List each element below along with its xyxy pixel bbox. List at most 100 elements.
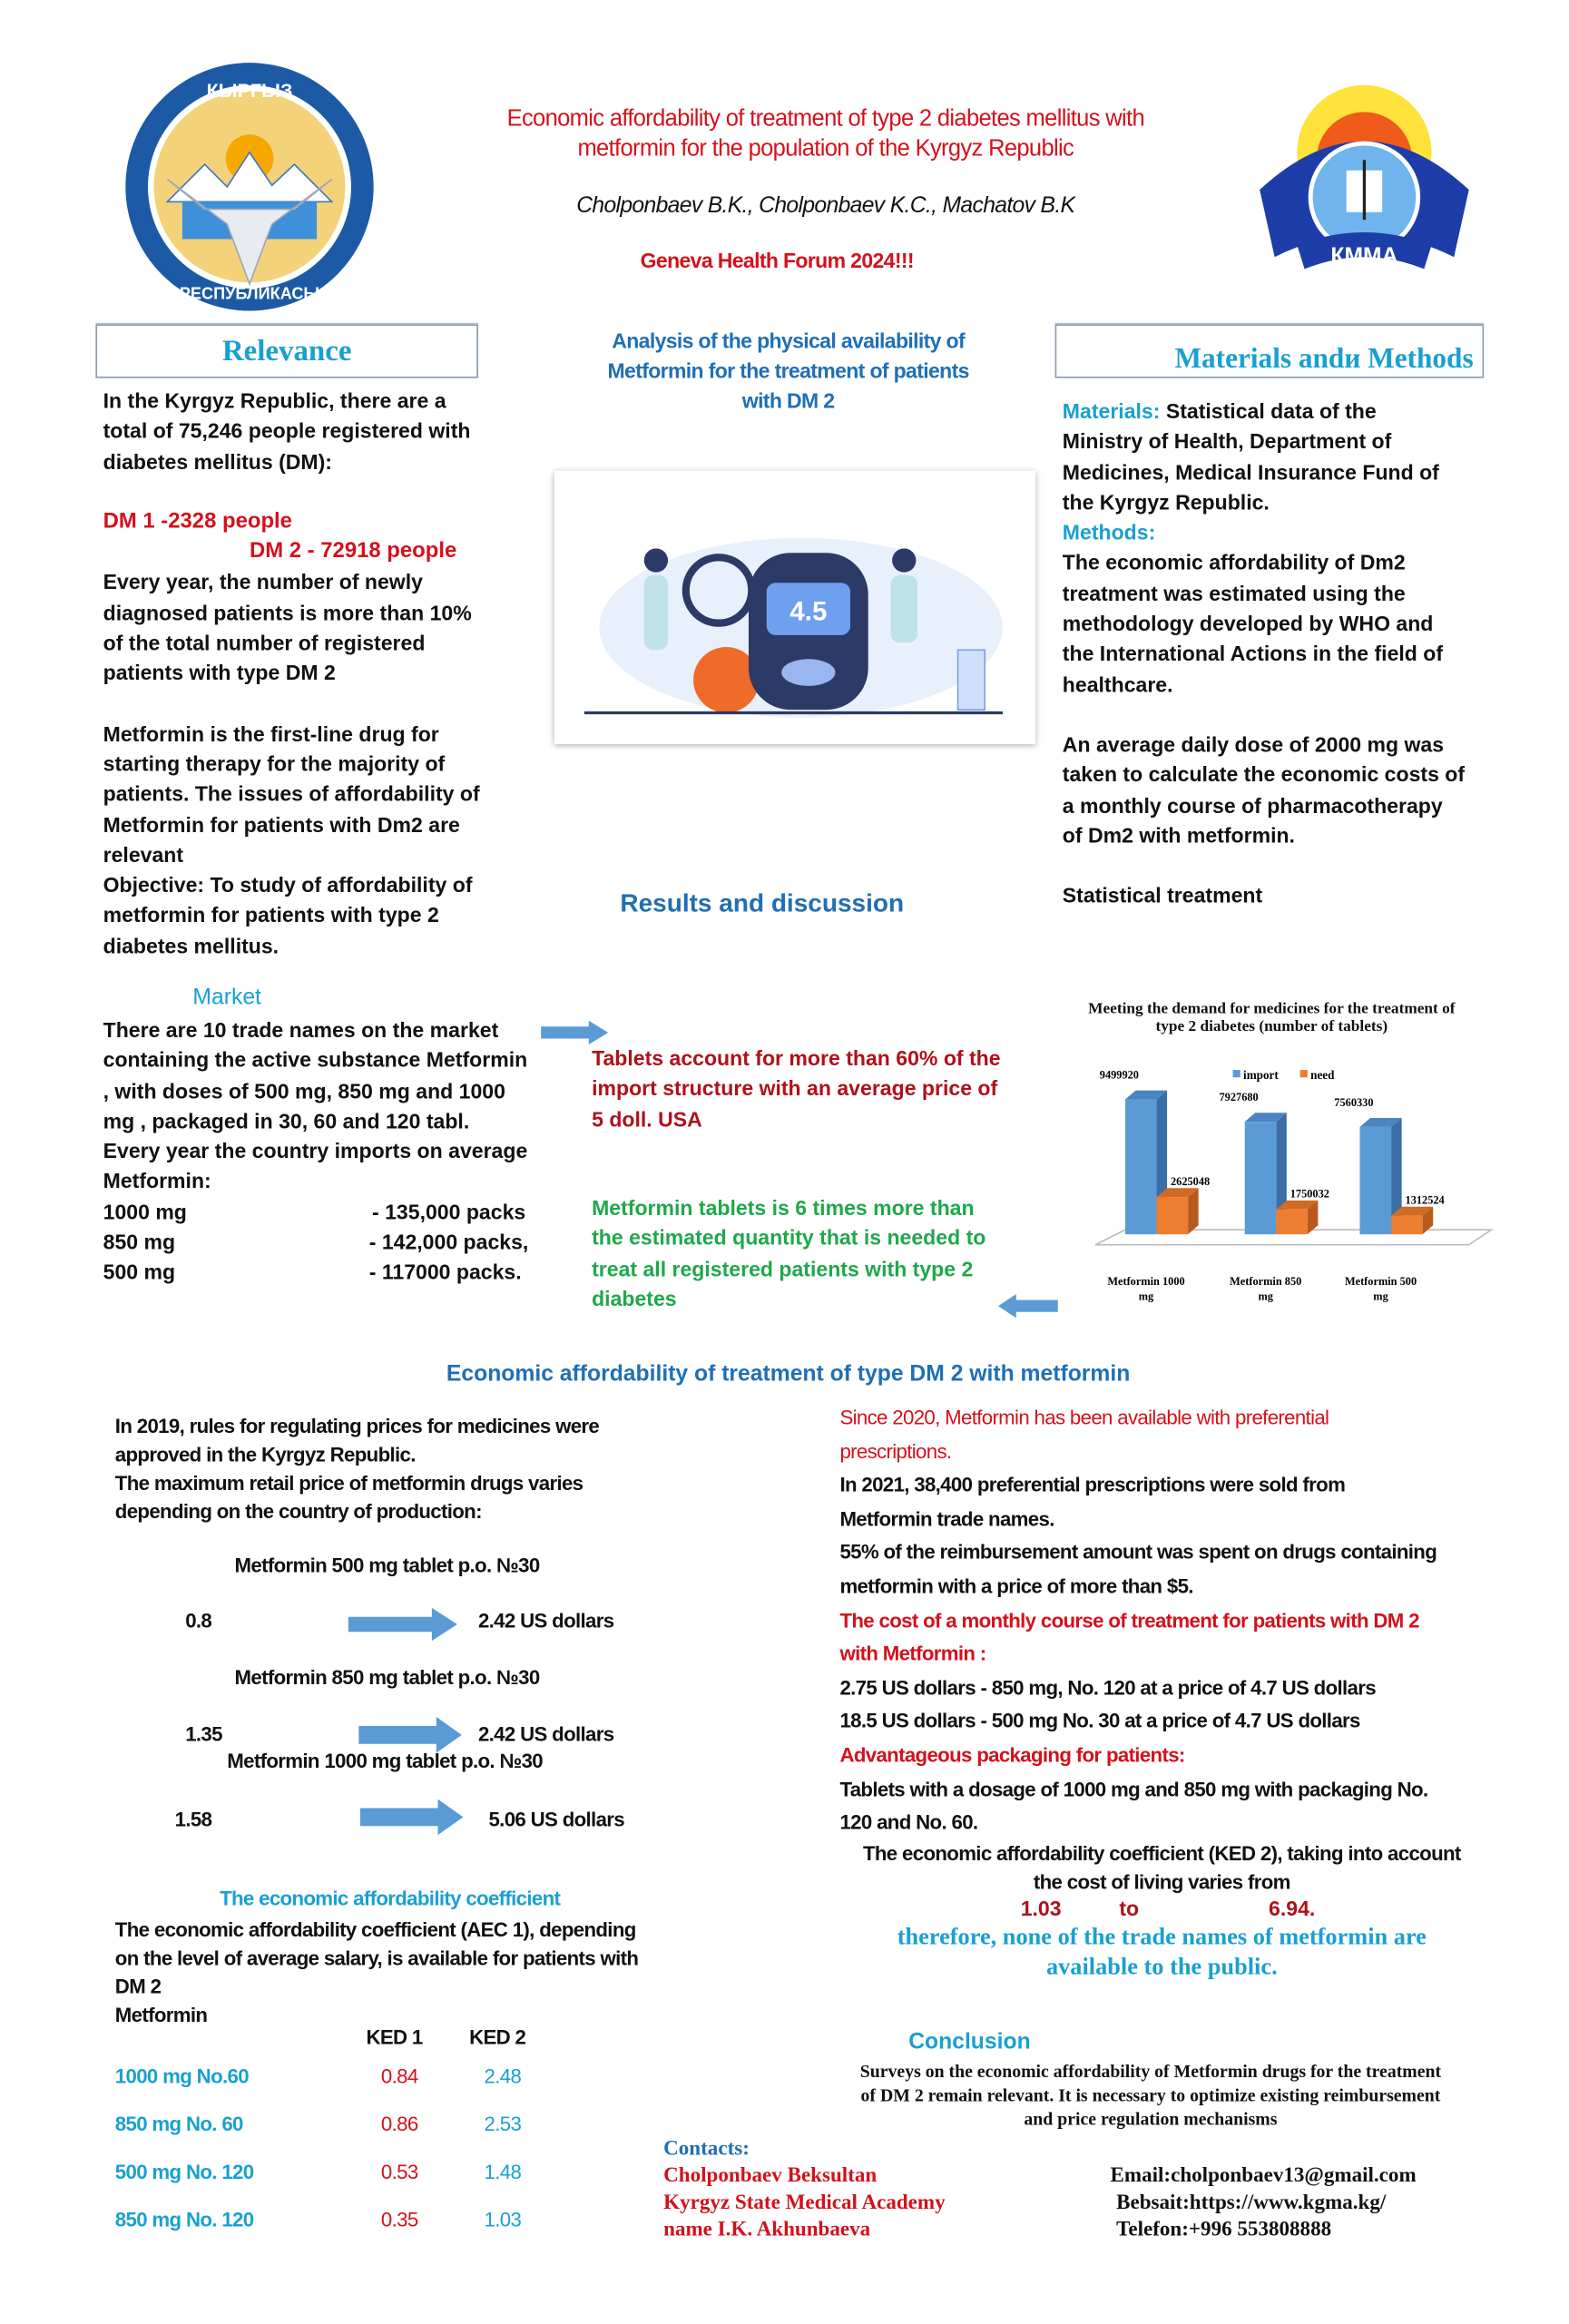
text-line: methodology developed by WHO and	[1062, 611, 1434, 635]
data-label: 1750032	[1290, 1188, 1329, 1201]
table-row: 850 mg No. 60 0.86 2.53	[115, 2113, 564, 2161]
text-line: therefore, none of the trade names of me…	[897, 1924, 1427, 1950]
price-item-name: Metformin 500 mg tablet p.o. №30	[234, 1554, 541, 1577]
import-row: 1000 mg - 135,000 packs	[103, 1197, 529, 1227]
text-line: Every year the country imports on averag…	[103, 1139, 528, 1163]
bar-need	[1156, 1197, 1189, 1235]
data-label: 7927680	[1220, 1091, 1259, 1103]
text-line: Surveys on the economic affordability of…	[859, 2060, 1442, 2082]
ked2-value: 1.03	[484, 2208, 522, 2231]
legend-label: need	[1310, 1068, 1335, 1082]
text-line: 5 doll. USA	[592, 1106, 702, 1131]
ked2-range-to-word: to	[1119, 1896, 1140, 1921]
row-name: 850 mg No. 120	[114, 2208, 254, 2231]
text-line: of the total number of registered	[103, 631, 426, 655]
category-label: Metformin 500	[1345, 1275, 1417, 1288]
bar-top	[1156, 1188, 1199, 1198]
column-header: KED 1	[366, 2025, 423, 2049]
glucometer-reading: 4.5	[789, 596, 827, 626]
text-line: Metformin:	[103, 1169, 211, 1193]
market-text: There are 10 trade names on the market c…	[103, 1015, 529, 1288]
relevance-text: In the Kyrgyz Republic, there are a tota…	[103, 386, 480, 961]
bar-side	[1307, 1200, 1319, 1235]
text-line: In 2021, 38,400 preferential prescriptio…	[839, 1473, 1346, 1496]
text-line: diabetes mellitus.	[103, 933, 279, 958]
text-line: DM 2	[114, 1975, 162, 1998]
price-to: 2.42 US dollars	[477, 1609, 614, 1633]
row-name: 1000 mg No.60	[114, 2064, 250, 2088]
text-line: The economic affordability of Dm2	[1062, 550, 1406, 575]
dm2-count: DM 2 - 72918 people	[249, 539, 457, 564]
bar-import	[1124, 1099, 1157, 1235]
text-line: In the Kyrgyz Republic, there are a	[103, 388, 446, 413]
text-line: diabetes mellitus (DM):	[103, 448, 332, 474]
text-line: available to the public.	[1045, 1954, 1278, 1980]
import-packs: - 135,000 packs	[372, 1199, 526, 1224]
price-from: 1.58	[174, 1808, 212, 1831]
title-line: metformin for the population of the Kyrg…	[577, 135, 1074, 162]
text-line: with Metformin :	[839, 1642, 986, 1665]
poster-title: Economic affordability of treatment of t…	[374, 104, 1278, 164]
arrow-right-icon	[359, 1799, 464, 1836]
statistical-treatment: Statistical treatment	[1062, 883, 1263, 907]
text-line: the estimated quantity that is needed to	[592, 1225, 986, 1250]
text-line: taken to calculate the economic costs of	[1062, 762, 1466, 787]
text-line: containing the active substance Metformi…	[103, 1047, 528, 1073]
ked2-range-to: 6.94.	[1269, 1896, 1316, 1921]
demand-chart: Meeting the demand for medicines for the…	[1043, 998, 1500, 1319]
category-label: mg	[1373, 1290, 1388, 1303]
text-line: The economic affordability coefficient (…	[114, 1918, 637, 1942]
availability-conclusion: therefore, none of the trade names of me…	[829, 1923, 1495, 1983]
text-line: approved in the Kyrgyz Republic.	[114, 1443, 417, 1466]
heading-line: Metformin for the treatment of patients	[607, 358, 969, 383]
title-line: Economic affordability of treatment of t…	[506, 105, 1145, 132]
bar-need	[1276, 1209, 1308, 1235]
event-name: Geneva Health Forum 2024!!!	[640, 248, 915, 272]
import-dose: 1000 mg	[103, 1199, 187, 1224]
conclusion-heading: Conclusion	[908, 2029, 1031, 2055]
data-label: 7560330	[1334, 1096, 1373, 1109]
affordability-heading: Economic affordability of treatment of t…	[446, 1361, 1131, 1388]
bar-side	[1391, 1118, 1402, 1235]
arrow-right-icon	[348, 1607, 457, 1642]
ked1-value: 0.86	[380, 2113, 418, 2136]
ked-table: KED 1 KED 2 1000 mg No.60 0.84 2.48 850 mg …	[115, 2026, 564, 2257]
contacts-heading: Contacts:	[663, 2138, 750, 2162]
price-to: 2.42 US dollars	[477, 1722, 614, 1746]
analysis-heading: Analysis of the physical availability of…	[553, 326, 1024, 416]
data-label: 1312524	[1406, 1193, 1445, 1206]
text-line: depending on the country of production:	[114, 1500, 483, 1523]
import-dose: 850 mg	[103, 1230, 176, 1254]
objective-line: Objective: To study of affordability of	[103, 872, 473, 897]
category-label: mg	[1259, 1290, 1274, 1303]
price-from: 1.35	[185, 1722, 222, 1746]
ked2-value: 2.53	[484, 2113, 522, 2136]
contact-org: Kyrgyz State Medical Academy	[663, 2192, 946, 2215]
bar-import	[1244, 1122, 1277, 1235]
text-line: import structure with an average price o…	[592, 1076, 998, 1101]
import-dose: 500 mg	[103, 1260, 176, 1285]
dm1-count: DM 1 -2328 people	[103, 509, 292, 534]
table-row: 850 mg No. 120 0.35 1.03	[115, 2209, 564, 2257]
text-line: a monthly course of pharmacotherapy	[1062, 792, 1443, 818]
text-line: 2.75 US dollars - 850 mg, No. 120 at a p…	[839, 1676, 1376, 1699]
text-line: 18.5 US dollars - 500 mg No. 30 at a pri…	[839, 1710, 1360, 1733]
contact-website-link[interactable]: Bebsait:https://www.kgma.kg/	[1116, 2192, 1387, 2215]
text-line: 55% of the reimbursement amount was spen…	[839, 1541, 1437, 1564]
text-line: Metformin tablets is 6 times more than	[592, 1195, 975, 1220]
bar-top	[1276, 1200, 1319, 1210]
contact-email-link[interactable]: Email:cholponbaev13@gmail.com	[1110, 2165, 1417, 2188]
text-line: Medicines, Medical Insurance Fund of	[1062, 459, 1439, 484]
conclusion-text: Surveys on the economic affordability of…	[807, 2059, 1494, 2131]
category-label: Metformin 1000	[1107, 1275, 1184, 1288]
bar-side	[1188, 1188, 1199, 1235]
table-row: 500 mg No. 120 0.53 1.48	[115, 2161, 564, 2209]
column-header: KED 2	[469, 2025, 526, 2049]
ked2-value: 2.48	[484, 2064, 522, 2088]
text-line: The cost of a monthly course of treatmen…	[839, 1608, 1419, 1632]
text-line: treat all registered patients with type …	[592, 1256, 974, 1280]
bar-top	[1359, 1118, 1402, 1127]
row-name: 500 mg No. 120	[114, 2161, 254, 2183]
arrow-left-icon	[997, 1294, 1058, 1319]
table-row: 1000 mg No.60 0.84 2.48	[115, 2065, 564, 2113]
